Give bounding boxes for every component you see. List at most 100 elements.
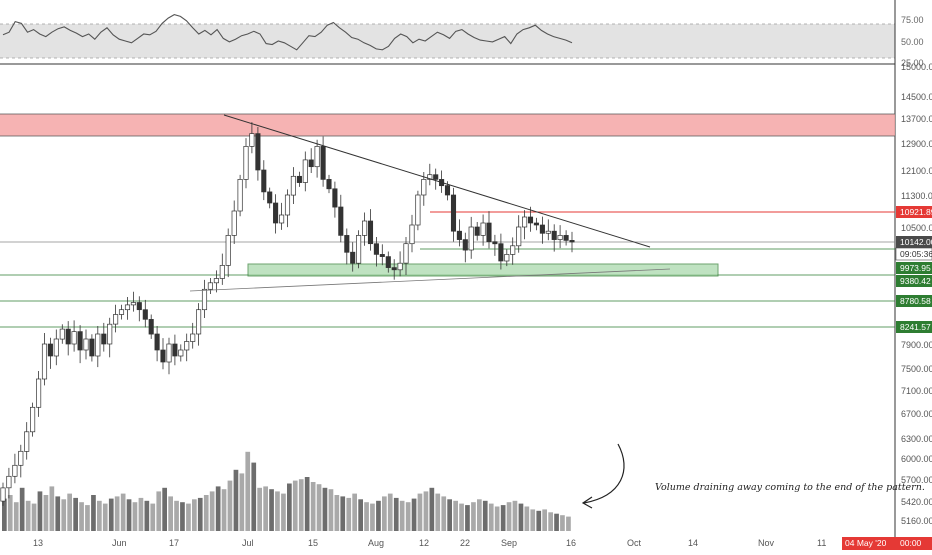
candle-body-down [385,256,391,268]
support-zone [247,263,719,277]
candle [89,334,95,362]
price-tick-label: 12100.00 [901,166,932,176]
candle [207,278,213,294]
candle [130,291,136,312]
candle [480,214,486,246]
volume-bar [512,500,518,531]
candle [249,122,255,154]
candle-body-up [231,210,237,236]
candle [421,172,427,206]
candle-body-down [273,202,279,224]
volume-bar [524,506,530,531]
volume-bar [203,495,209,531]
volume-bar [269,489,274,531]
volume-bar [281,493,286,531]
candle [255,127,261,181]
candle [433,168,439,190]
candle [6,467,12,499]
volume-bar [239,473,245,531]
volume-bar [346,497,352,531]
candle [95,326,101,368]
candle-body-down [136,302,142,311]
price-tick-label: 5700.00 [901,475,932,485]
candle [533,217,539,231]
candle-body-up [6,475,12,489]
candle [273,194,279,234]
volume-bar [304,477,310,531]
volume-bar [263,486,268,531]
candle-body-down [296,175,302,183]
candle-body-up [12,464,18,477]
volume-bar [340,496,346,531]
volume-bar [322,487,328,531]
candle-body-down [267,191,273,204]
candle [308,148,314,173]
volume-bar [310,482,316,531]
candle-body-down [474,226,480,236]
candle [527,206,534,232]
volume-bar [370,503,375,531]
time-tick-label: Jun [112,538,127,548]
arrow-head-icon [581,496,593,509]
candle-body-down [344,235,350,253]
candle [225,228,231,278]
candle [397,251,403,277]
oscillator-line [2,14,573,51]
volume-bar [518,503,524,531]
candle [190,322,196,349]
volume-bar [435,493,441,531]
candle-body-up [107,323,113,345]
volume-bar [245,451,251,531]
candle [136,296,142,322]
candle-body-down [47,343,53,357]
countdown-label: 09:05:36 [900,249,932,259]
candle-body-up [237,179,243,212]
volume-bar [186,503,191,531]
level-badge-label: 8241.57 [900,322,931,332]
candle-body-up [243,146,249,180]
candle-body-up [403,243,409,264]
time-badge [895,537,932,550]
candle [367,209,374,251]
candle [391,259,397,280]
candle [314,139,320,178]
candle-body-down [486,222,492,243]
price-tick-label: 7900.00 [901,340,932,350]
volume-bar [209,491,215,531]
volume-bar [79,502,84,531]
candle-body-up [290,175,296,196]
candle-body-up [249,133,255,147]
candle-body-up [83,338,89,351]
candle [409,214,415,253]
volume-bar [31,503,37,531]
candle-body-up [166,343,172,363]
price-tick-label: 11300.00 [901,191,932,201]
candle [148,314,154,339]
volume-bar [43,495,49,531]
volume-bar [566,516,571,531]
volume-bar [530,509,536,531]
volume-bar [197,497,203,531]
candle-body-up [30,406,36,433]
volume-bar [316,484,322,531]
time-badge-label: 00:00 [900,538,922,548]
volume-bar [55,496,61,531]
descending-trendline[interactable] [223,114,651,248]
candle-body-up [207,282,213,290]
ascending-trendline[interactable] [189,268,671,292]
candle [350,242,356,272]
candle-body-down [391,267,397,271]
candle-body-down [142,309,148,320]
volume-bar [7,495,13,531]
candle [213,270,219,293]
candle [468,216,474,259]
candle-body-down [551,230,557,240]
candle [385,251,391,273]
candle [356,230,362,269]
candle-body-down [338,206,344,236]
candle [59,324,65,344]
volume-bar [352,493,357,531]
candle-body-down [444,185,451,196]
candle-body-up [0,487,6,502]
